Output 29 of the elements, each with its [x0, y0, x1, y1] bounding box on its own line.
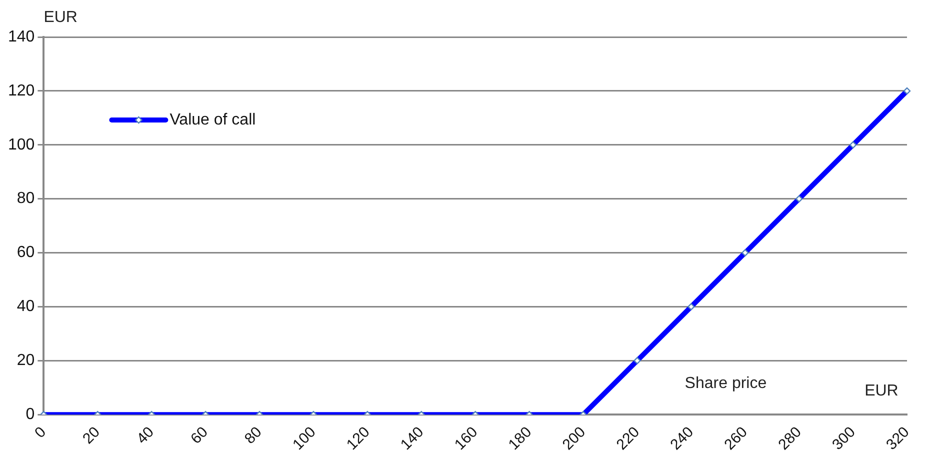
y-tick-label: 100 [8, 136, 35, 154]
y-tick-label: 40 [16, 298, 35, 316]
y-tick-label: 140 [8, 28, 35, 46]
x-tick-label: 0 [32, 424, 50, 442]
x-tick-label: 160 [451, 424, 482, 454]
x-tick-label: 200 [559, 424, 590, 454]
x-tick-label: 280 [775, 424, 805, 454]
x-tick-label: 220 [613, 424, 643, 454]
x-tick-label: 40 [134, 424, 158, 448]
x-tick-label: 100 [290, 424, 320, 454]
y-tick-label: 20 [16, 352, 35, 370]
x-tick-label: 180 [505, 424, 536, 454]
x-tick-label: 60 [188, 424, 212, 448]
x-tick-label: 240 [667, 424, 697, 454]
annotation: Share price [684, 375, 767, 392]
x-tick-label: 120 [343, 424, 374, 454]
x-tick-label: 140 [397, 424, 428, 454]
y-tick-label: 0 [26, 406, 35, 423]
y-tick-label: 80 [16, 190, 35, 208]
x-tick-label: 80 [241, 424, 266, 448]
x-tick-label: 300 [829, 424, 859, 454]
y-tick-label: 120 [8, 82, 35, 100]
y-tick-label: 60 [16, 244, 35, 262]
x-tick-label: 20 [80, 424, 104, 448]
y-axis-title: EUR [44, 9, 78, 26]
x-tick-label: 260 [721, 424, 751, 454]
x-tick-label: 320 [883, 424, 913, 454]
legend-label: Value of call [170, 111, 256, 128]
annotation: EUR [864, 382, 898, 400]
